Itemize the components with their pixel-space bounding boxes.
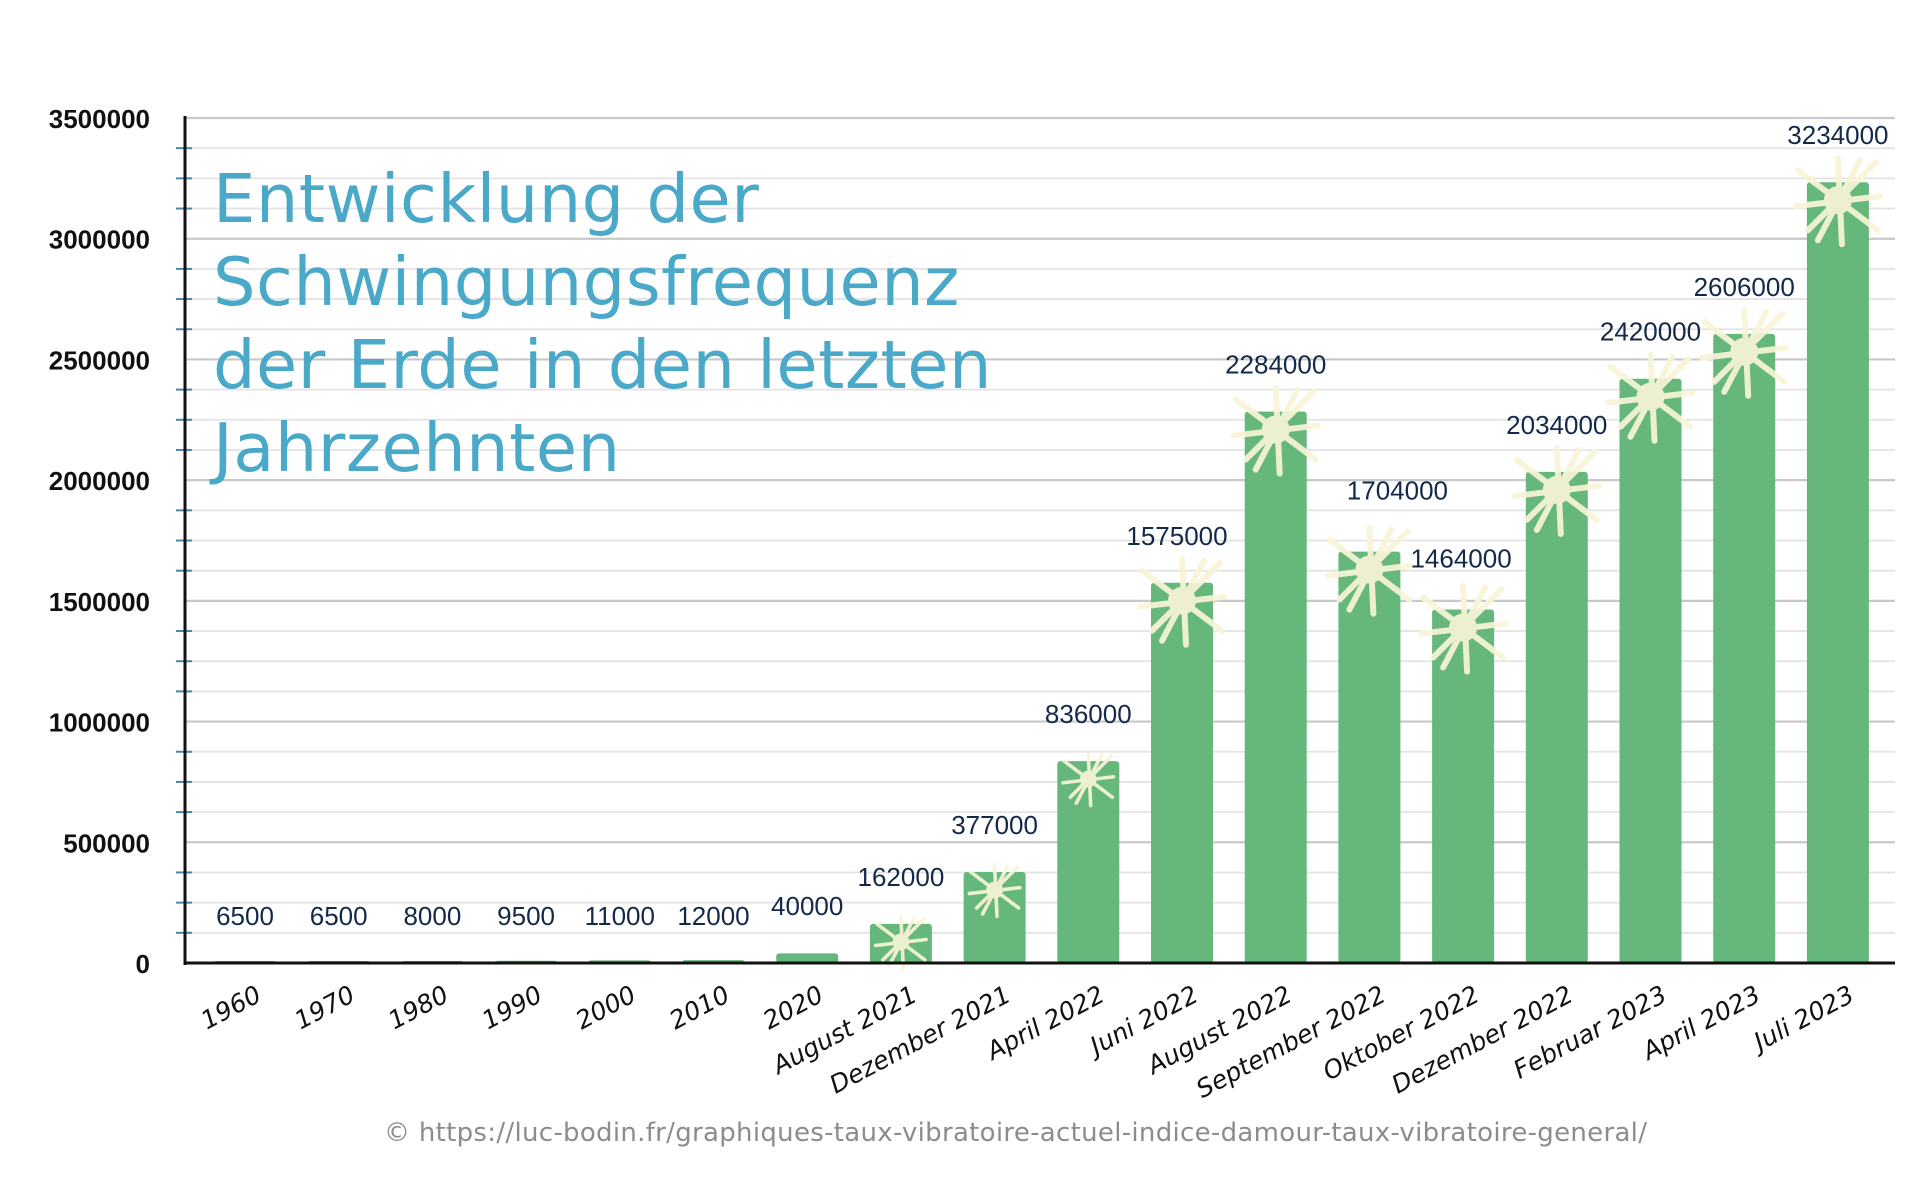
- sparkle-icon: [1418, 582, 1509, 675]
- y-tick-label: 1500000: [49, 587, 150, 617]
- chart-title: Entwicklung der Schwingungsfrequenz der …: [213, 158, 992, 490]
- sparkle-icon: [1792, 155, 1883, 248]
- y-tick-label: 2500000: [49, 345, 150, 375]
- x-tick-label: 1990: [477, 980, 547, 1035]
- sparkle-icon: [1324, 524, 1415, 617]
- sparkle-icon: [1061, 752, 1116, 808]
- x-tick-label: 2010: [665, 980, 735, 1035]
- bar: [1619, 378, 1682, 963]
- chart-title-line: Schwingungsfrequenz: [213, 243, 960, 321]
- bar: [1713, 333, 1776, 963]
- sparkle-icon: [873, 914, 928, 971]
- sparkle-core: [892, 933, 910, 951]
- data-label: 162000: [858, 862, 945, 892]
- bar: [1244, 411, 1307, 963]
- data-label: 836000: [1045, 699, 1132, 729]
- bar: [963, 871, 1026, 963]
- y-tick-label: 3500000: [49, 104, 150, 134]
- data-label: 1464000: [1410, 544, 1511, 574]
- sparkle-core: [1636, 382, 1665, 411]
- sparkle-icon: [1511, 444, 1602, 537]
- sparkle-core: [1730, 337, 1759, 366]
- sparkle-core: [1079, 770, 1097, 788]
- data-label: 377000: [951, 810, 1038, 840]
- data-label: 8000: [403, 901, 461, 931]
- bar: [1432, 609, 1495, 963]
- bar: [1338, 551, 1401, 963]
- data-label: 12000: [677, 901, 749, 931]
- grid-lines: [185, 116, 1895, 934]
- data-label: 2420000: [1600, 317, 1701, 347]
- x-tick-label: 1980: [383, 980, 453, 1035]
- data-label: 6500: [216, 901, 274, 931]
- sparkle-icon: [1230, 384, 1321, 477]
- data-label: 2606000: [1694, 272, 1795, 302]
- x-tick-label: 2000: [571, 980, 641, 1035]
- bar: [1525, 471, 1588, 963]
- data-label: 3234000: [1787, 120, 1888, 150]
- bar: [776, 953, 839, 963]
- y-tick-label: 500000: [63, 828, 150, 858]
- y-tick-label: 0: [136, 949, 150, 979]
- data-label: 6500: [310, 901, 368, 931]
- bar: [1806, 182, 1869, 964]
- axes: [183, 116, 1895, 965]
- sparkle-icon: [1137, 555, 1227, 648]
- data-label: 9500: [497, 901, 555, 931]
- bar: [1151, 582, 1213, 963]
- x-tick-label: 1960: [196, 980, 266, 1035]
- y-tick-label: 2000000: [49, 466, 150, 496]
- bars: [214, 182, 1869, 964]
- data-labels: 6500 6500 8000 9500 11000 12000 40000 162000377…: [216, 120, 1888, 931]
- chart-title-line: der Erde in den letzten: [213, 326, 992, 404]
- sparkle-core: [1355, 555, 1384, 584]
- y-tick-labels: 0 500000 1000000 1500000 2000000 2500000 30000…: [49, 104, 150, 979]
- sparkle-core: [1823, 186, 1852, 215]
- data-label: 1704000: [1347, 476, 1448, 506]
- sparkle-icon: [967, 862, 1022, 919]
- chart-title-line: Jahrzehnten: [213, 409, 621, 487]
- data-label: 2034000: [1506, 410, 1607, 440]
- sparkle-icon: [1699, 306, 1790, 399]
- bar: [1057, 761, 1120, 963]
- data-label: 40000: [771, 891, 843, 921]
- data-label: 1575000: [1126, 521, 1227, 551]
- sparkle-core: [986, 881, 1003, 899]
- y-tick-label: 3000000: [49, 225, 150, 255]
- data-label: 2284000: [1225, 350, 1326, 380]
- x-tick-label: Juli 2023: [1745, 980, 1859, 1059]
- sparkle-core: [1261, 415, 1290, 444]
- source-credit: © https://luc-bodin.fr/graphiques-taux-v…: [384, 1118, 1648, 1148]
- data-label: 11000: [585, 901, 655, 931]
- sparkle-icon: [1605, 351, 1696, 444]
- y-tick-label: 1000000: [49, 708, 150, 738]
- sparkles: [873, 155, 1883, 971]
- x-tick-label: 1970: [290, 980, 360, 1035]
- sparkle-core: [1542, 475, 1571, 504]
- sparkle-core: [1449, 613, 1478, 642]
- sparkle-core: [1168, 586, 1196, 615]
- chart-title-line: Entwicklung der: [213, 160, 760, 238]
